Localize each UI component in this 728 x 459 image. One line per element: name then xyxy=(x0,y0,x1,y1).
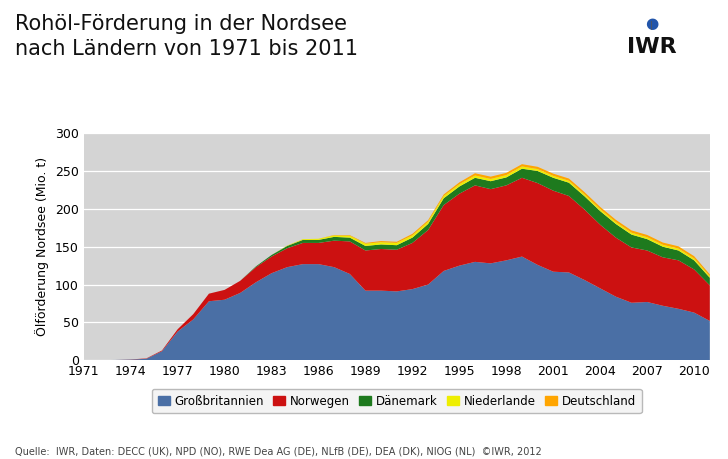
Legend: Großbritannien, Norwegen, Dänemark, Niederlande, Deutschland: Großbritannien, Norwegen, Dänemark, Nied… xyxy=(152,389,641,414)
Text: Quelle:  IWR, Daten: DECC (UK), NPD (NO), RWE Dea AG (DE), NLfB (DE), DEA (DK), : Quelle: IWR, Daten: DECC (UK), NPD (NO),… xyxy=(15,447,542,457)
Text: IWR: IWR xyxy=(627,37,676,57)
Text: ●: ● xyxy=(645,16,658,31)
Text: Rohöl-Förderung in der Nordsee
nach Ländern von 1971 bis 2011: Rohöl-Förderung in der Nordsee nach Länd… xyxy=(15,14,357,59)
Y-axis label: Ölförderung Nordsee (Mio. t): Ölförderung Nordsee (Mio. t) xyxy=(36,157,50,336)
Text: |: | xyxy=(650,21,653,30)
